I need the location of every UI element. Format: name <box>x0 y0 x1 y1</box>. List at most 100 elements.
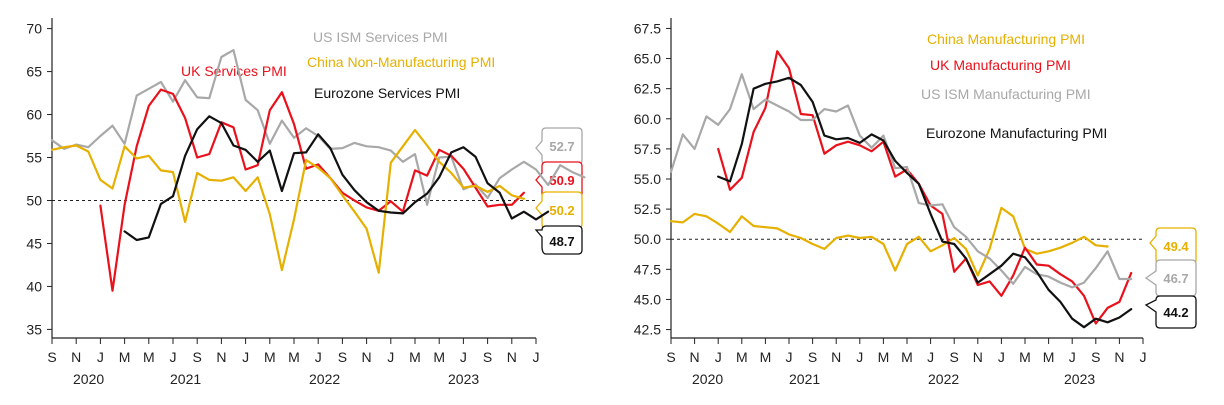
y-tick-label: 67.5 <box>634 20 661 36</box>
x-tick-label: J <box>97 349 104 365</box>
x-tick-label: J <box>315 349 322 365</box>
x-tick-label: J <box>242 349 249 365</box>
legend-eurozone-manufacturing: Eurozone Manufacturing PMI <box>926 125 1107 141</box>
year-label: 2023 <box>1064 371 1095 387</box>
year-label: 2023 <box>448 371 479 387</box>
series-line-eurozone-services-pmi <box>123 115 550 242</box>
x-tick-label: M <box>736 349 748 365</box>
x-tick-label: M <box>143 349 155 365</box>
y-tick-label: 45.0 <box>634 291 661 307</box>
y-tick-label: 60 <box>26 107 42 123</box>
y-tick-label: 47.5 <box>634 261 661 277</box>
x-tick-label: M <box>878 349 890 365</box>
x-tick-label: J <box>927 349 934 365</box>
svg-text:50.2: 50.2 <box>549 203 574 218</box>
legend-uk-services: UK Services PMI <box>181 63 287 79</box>
callout-right-us-ism: 46.7 <box>1144 259 1197 297</box>
callout-left-us-ism: 52.7 <box>535 127 583 165</box>
x-tick-label: M <box>760 349 772 365</box>
x-tick-label: M <box>409 349 421 365</box>
y-tick-label: 40 <box>26 278 42 294</box>
x-tick-label: M <box>1043 349 1055 365</box>
x-tick-label: N <box>1114 349 1124 365</box>
x-tick-label: J <box>387 349 394 365</box>
x-tick-label: J <box>1069 349 1076 365</box>
y-tick-label: 45 <box>26 235 42 251</box>
svg-text:46.7: 46.7 <box>1163 271 1188 286</box>
chart-2: 42.5 45.0 47.5 50.0 52.5 55.0 57.5 60.0 62.5 65.0… <box>634 18 1147 387</box>
x-tick-label: J <box>998 349 1005 365</box>
legend-uk-manufacturing: UK Manufacturing PMI <box>930 57 1071 73</box>
y-tick-label: 35 <box>26 321 42 337</box>
x-tick-label: S <box>338 349 347 365</box>
x-tick-label: J <box>460 349 467 365</box>
x-tick-label: M <box>1019 349 1031 365</box>
legend-us-ism-manufacturing: US ISM Manufacturing PMI <box>921 86 1091 102</box>
x-tick-label: M <box>288 349 300 365</box>
y-tick-label: 42.5 <box>634 322 661 338</box>
svg-text:52.7: 52.7 <box>549 139 574 154</box>
year-label: 2020 <box>73 371 104 387</box>
svg-text:48.7: 48.7 <box>549 234 574 249</box>
x-tick-label: J <box>1140 349 1147 365</box>
x-tick-label: N <box>507 349 517 365</box>
x-tick-label: N <box>690 349 700 365</box>
x-tick-label: J <box>856 349 863 365</box>
x-tick-label: J <box>786 349 793 365</box>
callout-right-eurozone: 44.2 <box>1144 295 1197 329</box>
legend-eurozone-services: Eurozone Services PMI <box>314 85 460 101</box>
x-tick-label: M <box>433 349 445 365</box>
x-tick-label: S <box>1091 349 1100 365</box>
x-tick-label: J <box>170 349 177 365</box>
series-line-china-manufacturing-pmi <box>669 206 1109 277</box>
x-tick-label: S <box>193 349 202 365</box>
year-label: 2021 <box>789 371 820 387</box>
y-tick-label: 62.5 <box>634 81 661 97</box>
x-tick-label: N <box>71 349 81 365</box>
x-tick-label: M <box>901 349 913 365</box>
callout-left-eurozone: 48.7 <box>534 225 583 255</box>
callout-left-china: 50.2 <box>535 191 583 229</box>
x-tick-label: J <box>715 349 722 365</box>
y-tick-label: 57.5 <box>634 141 661 157</box>
y-tick-label: 50.0 <box>634 231 661 247</box>
y-tick-label: 70 <box>26 21 42 37</box>
x-tick-label: N <box>831 349 841 365</box>
y-tick-label: 52.5 <box>634 201 661 217</box>
y-tick-label: 50 <box>26 192 42 208</box>
legend-china-manufacturing: China Manufacturing PMI <box>927 31 1085 47</box>
y-tick-label: 55.0 <box>634 171 661 187</box>
svg-text:44.2: 44.2 <box>1163 305 1188 320</box>
series-line-china-non-manufacturing-pmi <box>50 128 526 274</box>
year-label: 2022 <box>309 371 340 387</box>
x-tick-label: S <box>483 349 492 365</box>
svg-text:49.4: 49.4 <box>1163 239 1189 254</box>
x-tick-label: S <box>666 349 675 365</box>
x-tick-label: N <box>362 349 372 365</box>
x-tick-label: M <box>119 349 131 365</box>
x-tick-label: S <box>808 349 817 365</box>
series-line-uk-manufacturing-pmi <box>717 50 1133 325</box>
legend-china-non-manufacturing: China Non-Manufacturing PMI <box>307 54 495 70</box>
x-tick-label: S <box>47 349 56 365</box>
series-line-eurozone-manufacturing-pmi <box>717 76 1133 329</box>
y-tick-label: 55 <box>26 150 42 166</box>
y-tick-label: 60.0 <box>634 111 661 127</box>
year-label: 2022 <box>928 371 959 387</box>
x-tick-label: N <box>216 349 226 365</box>
x-tick-label: M <box>264 349 276 365</box>
x-tick-label: S <box>950 349 959 365</box>
x-tick-label: N <box>973 349 983 365</box>
year-label: 2021 <box>170 371 201 387</box>
y-tick-label: 65 <box>26 64 42 80</box>
legend-us-ism-services: US ISM Services PMI <box>313 29 448 45</box>
series-line-uk-services-pmi <box>99 88 526 292</box>
svg-text:50.9: 50.9 <box>549 173 574 188</box>
year-label: 2020 <box>692 371 723 387</box>
y-tick-label: 65.0 <box>634 51 661 67</box>
series-line-us-ism-services-pmi <box>50 48 586 206</box>
callout-right-china: 49.4 <box>1149 227 1197 265</box>
